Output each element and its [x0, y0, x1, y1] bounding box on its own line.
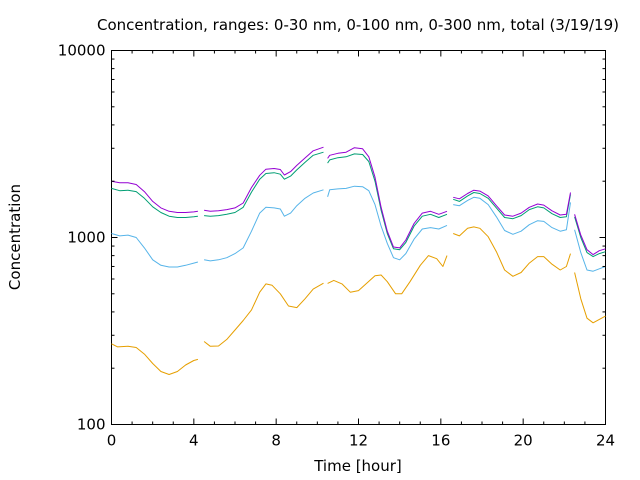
- series-2-segment-1: [111, 233, 199, 268]
- y-tick-label: 1000: [67, 229, 105, 247]
- series-layer: [111, 146, 606, 375]
- series-1-segment-3: [327, 255, 448, 295]
- x-axis-label: Time [hour]: [313, 457, 402, 475]
- series-2-segment-5: [574, 229, 606, 272]
- x-tick-label: 4: [189, 432, 199, 450]
- y-tick-label: 100: [77, 416, 106, 434]
- x-tick-label: 24: [596, 432, 615, 450]
- series-2-segment-4: [453, 196, 571, 235]
- x-tick-label: 8: [271, 432, 281, 450]
- series-4-segment-1: [111, 180, 198, 213]
- series-1-segment-1: [111, 343, 199, 375]
- x-tick-label: 16: [431, 432, 450, 450]
- series-2-segment-3: [327, 185, 448, 261]
- series-1-segment-2: [203, 282, 324, 347]
- series-3-segment-4: [453, 192, 571, 220]
- series-1-segment-5: [574, 272, 606, 324]
- x-tick-label: 0: [107, 432, 117, 450]
- x-tick-label: 20: [514, 432, 533, 450]
- series-4-segment-4: [453, 189, 571, 217]
- tick-labels-layer: 0 4 8 12 16 20 24 100 1000 10000: [58, 42, 615, 450]
- y-axis-label: Concentration: [6, 184, 24, 290]
- series-4-segment-5: [574, 214, 606, 256]
- ticks-layer: [111, 50, 606, 425]
- x-tick-label: 12: [349, 432, 368, 450]
- series-3-segment-1: [111, 187, 198, 218]
- chart-title: Concentration, ranges: 0-30 nm, 0-100 nm…: [97, 16, 619, 34]
- series-3-segment-5: [574, 216, 606, 258]
- series-2-segment-2: [204, 189, 324, 262]
- series-4-segment-2: [204, 146, 324, 212]
- plot-frame: [111, 50, 606, 425]
- y-tick-label: 10000: [58, 42, 106, 60]
- series-4-segment-3: [327, 147, 448, 249]
- series-3-segment-3: [327, 153, 448, 251]
- series-3-segment-2: [204, 151, 324, 217]
- series-1-segment-4: [453, 226, 571, 277]
